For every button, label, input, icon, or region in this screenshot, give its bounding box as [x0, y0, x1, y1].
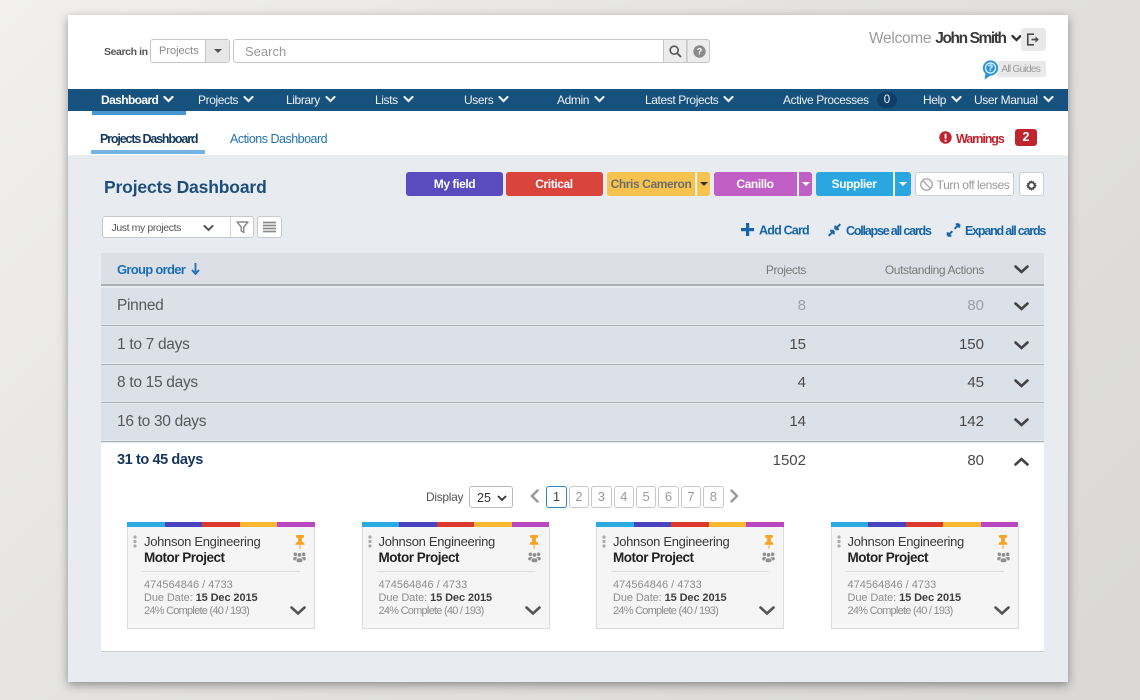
- svg-text:?: ?: [988, 63, 994, 73]
- svg-text:?: ?: [697, 47, 703, 57]
